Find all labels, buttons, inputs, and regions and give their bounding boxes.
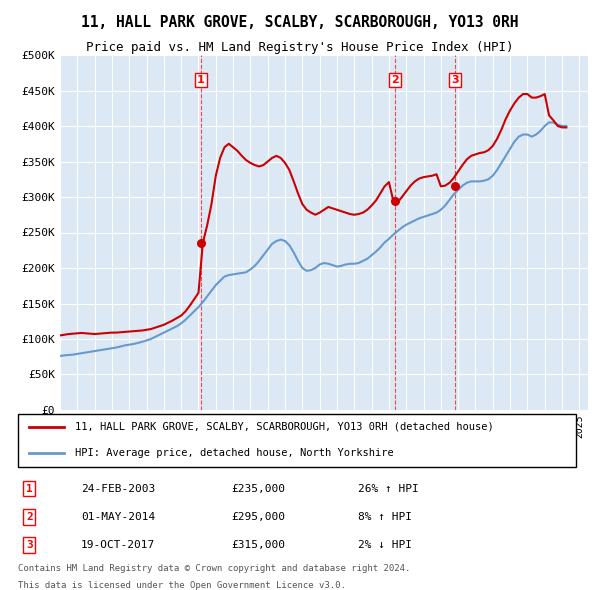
Text: Contains HM Land Registry data © Crown copyright and database right 2024.: Contains HM Land Registry data © Crown c…: [18, 564, 410, 573]
Text: 01-MAY-2014: 01-MAY-2014: [81, 512, 155, 522]
Text: £235,000: £235,000: [231, 484, 285, 494]
Text: 3: 3: [26, 540, 32, 550]
Text: This data is licensed under the Open Government Licence v3.0.: This data is licensed under the Open Gov…: [18, 581, 346, 590]
Text: 3: 3: [451, 75, 458, 85]
Text: 1: 1: [197, 75, 205, 85]
Text: £315,000: £315,000: [231, 540, 285, 550]
Text: HPI: Average price, detached house, North Yorkshire: HPI: Average price, detached house, Nort…: [76, 448, 394, 458]
Point: [450, 182, 460, 191]
Text: £295,000: £295,000: [231, 512, 285, 522]
Text: 2% ↓ HPI: 2% ↓ HPI: [358, 540, 412, 550]
Text: 24-FEB-2003: 24-FEB-2003: [81, 484, 155, 494]
Text: 1: 1: [26, 484, 32, 494]
Point: [390, 196, 400, 205]
Text: 26% ↑ HPI: 26% ↑ HPI: [358, 484, 418, 494]
Text: 19-OCT-2017: 19-OCT-2017: [81, 540, 155, 550]
FancyBboxPatch shape: [18, 414, 577, 467]
Text: 2: 2: [391, 75, 398, 85]
Text: 11, HALL PARK GROVE, SCALBY, SCARBOROUGH, YO13 0RH (detached house): 11, HALL PARK GROVE, SCALBY, SCARBOROUGH…: [76, 422, 494, 432]
Text: 11, HALL PARK GROVE, SCALBY, SCARBOROUGH, YO13 0RH: 11, HALL PARK GROVE, SCALBY, SCARBOROUGH…: [81, 15, 519, 31]
Text: 2: 2: [26, 512, 32, 522]
Text: Price paid vs. HM Land Registry's House Price Index (HPI): Price paid vs. HM Land Registry's House …: [86, 41, 514, 54]
Point: [196, 238, 206, 248]
Text: 8% ↑ HPI: 8% ↑ HPI: [358, 512, 412, 522]
